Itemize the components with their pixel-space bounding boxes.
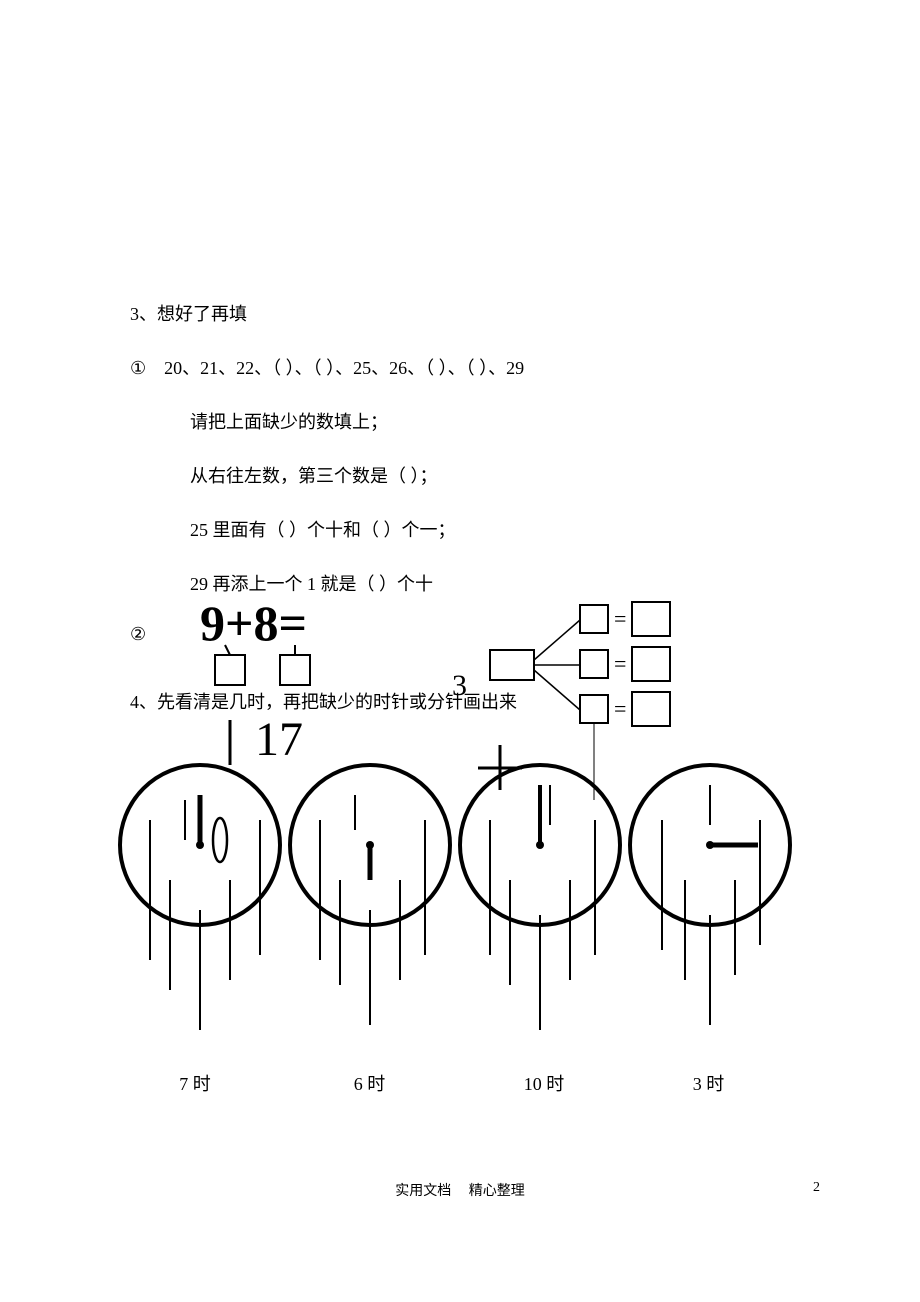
q3-sequence-line: ① 20、21、22、（ ）、（ ）、25、26、（ ）、（ ）、29 <box>130 354 790 380</box>
footer: 实用文档 精心整理 <box>0 1180 920 1200</box>
q3-l3: 25 里面有（ ）个十和（ ）个一； <box>130 516 790 542</box>
marker-1: ① <box>130 358 146 379</box>
clock-label-2: 6 时 <box>285 1070 455 1096</box>
page-number: 2 <box>813 1180 820 1196</box>
svg-text:=: = <box>614 651 626 676</box>
box-under-9 <box>215 655 245 685</box>
clock-label-3: 10 时 <box>459 1070 629 1096</box>
q3-title: 3、想好了再填 <box>130 300 790 326</box>
q3-l2: 从右往左数，第三个数是（ ）； <box>130 462 790 488</box>
box-under-8 <box>280 655 310 685</box>
q3-l1: 请把上面缺少的数填上； <box>130 408 790 434</box>
footer-right: 精心整理 <box>469 1184 525 1199</box>
svg-text:=: = <box>614 606 626 631</box>
clock-label-1: 7 时 <box>110 1070 280 1096</box>
clocks-figure <box>110 730 810 1050</box>
q3-seq: 20、21、22、（ ）、（ ）、25、26、（ ）、（ ）、29 <box>164 358 524 378</box>
clock-labels-row: 7 时 6 时 10 时 3 时 <box>110 1070 790 1096</box>
q4-text: 4、先看清是几时，再把缺少的时针或分针画出来 <box>130 688 517 714</box>
source-box <box>490 650 534 680</box>
expr-text: 9+8= <box>200 595 307 651</box>
svg-text:=: = <box>614 696 626 721</box>
clock-label-4: 3 时 <box>634 1070 784 1096</box>
footer-left: 实用文档 <box>395 1184 451 1199</box>
